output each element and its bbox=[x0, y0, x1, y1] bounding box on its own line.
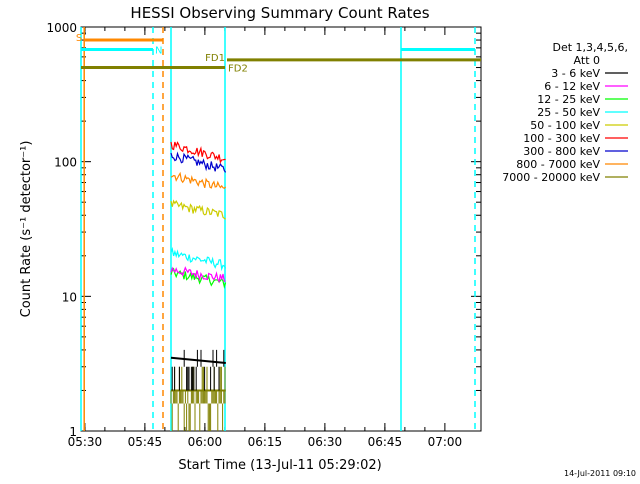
y-axis-label: Count Rate (s⁻¹ detector⁻¹) bbox=[19, 141, 34, 318]
x-tick-label: 07:00 bbox=[428, 435, 463, 449]
x-axis-label: Start Time (13-Jul-11 05:29:02) bbox=[178, 458, 381, 473]
series-line bbox=[170, 141, 226, 164]
x-tick-label: 05:30 bbox=[68, 435, 103, 449]
x-tick-label: 05:45 bbox=[128, 435, 163, 449]
legend-label: 3 - 6 keV bbox=[551, 67, 600, 80]
legend-label: 50 - 100 keV bbox=[530, 119, 600, 132]
legend-label: 6 - 12 keV bbox=[544, 80, 600, 93]
legend-label: 25 - 50 keV bbox=[537, 106, 600, 119]
series-line bbox=[170, 266, 226, 284]
plot-frame bbox=[80, 26, 482, 432]
series-line bbox=[170, 366, 226, 431]
legend-label: 800 - 7000 keV bbox=[516, 158, 600, 171]
time-markers bbox=[80, 27, 476, 431]
flag-label: FD2 bbox=[228, 64, 248, 75]
legend-header-line-2: Att 0 bbox=[574, 54, 600, 67]
flag-label: S bbox=[76, 33, 82, 44]
series-line bbox=[170, 246, 227, 272]
series-line bbox=[170, 171, 227, 190]
y-tick-label: 100 bbox=[54, 156, 77, 170]
footer-date: 14-Jul-2011 09:10 bbox=[564, 469, 636, 478]
series-line bbox=[170, 267, 227, 289]
legend-label: 100 - 300 keV bbox=[523, 132, 600, 145]
legend-header: Det 1,3,4,5,6, Att 0 bbox=[552, 41, 628, 67]
legend-label: 7000 - 20000 keV bbox=[502, 171, 600, 184]
x-tick-label: 06:15 bbox=[248, 435, 283, 449]
legend-label: 300 - 800 keV bbox=[523, 145, 600, 158]
y-tick-label: 1000 bbox=[46, 21, 77, 35]
flag-label: FD1 bbox=[205, 53, 225, 64]
flag-label: N bbox=[155, 46, 162, 57]
series-line bbox=[171, 349, 225, 391]
series-group bbox=[170, 141, 227, 431]
x-tick-label: 06:00 bbox=[188, 435, 223, 449]
series-line bbox=[170, 151, 227, 173]
axis-ticks: 05:30 05:45 06:00 06:15 06:30 06:45 07:00 1 10 10… bbox=[46, 21, 481, 449]
x-tick-label: 06:45 bbox=[368, 435, 403, 449]
y-tick-label: 10 bbox=[62, 290, 77, 304]
legend-header-line-1: Det 1,3,4,5,6, bbox=[552, 41, 628, 54]
legend-label: 12 - 25 keV bbox=[537, 93, 600, 106]
chart-title: HESSI Observing Summary Count Rates bbox=[130, 4, 429, 22]
series-line bbox=[170, 199, 226, 220]
y-tick-label: 1 bbox=[69, 425, 77, 439]
x-tick-label: 06:30 bbox=[308, 435, 343, 449]
series-baseline bbox=[170, 356, 226, 364]
